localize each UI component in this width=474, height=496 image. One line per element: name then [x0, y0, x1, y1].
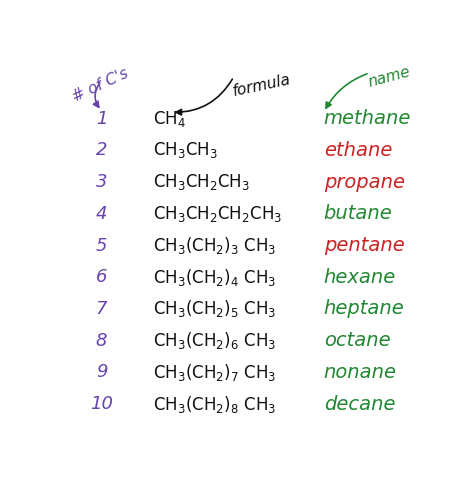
Text: CH$_3$CH$_3$: CH$_3$CH$_3$ — [153, 140, 218, 160]
Text: formula: formula — [232, 72, 293, 99]
Text: nonane: nonane — [324, 363, 397, 382]
Text: hexane: hexane — [324, 268, 396, 287]
Text: 1: 1 — [96, 110, 107, 127]
Text: 4: 4 — [96, 205, 107, 223]
Text: methane: methane — [324, 109, 411, 128]
Text: 8: 8 — [96, 332, 107, 350]
Text: name: name — [366, 64, 411, 90]
Text: heptane: heptane — [324, 300, 404, 318]
Text: butane: butane — [324, 204, 392, 223]
Text: ethane: ethane — [324, 141, 392, 160]
Text: CH$_3$(CH$_2$)$_6$ CH$_3$: CH$_3$(CH$_2$)$_6$ CH$_3$ — [153, 330, 276, 351]
Text: 9: 9 — [96, 363, 107, 381]
Text: 3: 3 — [96, 173, 107, 191]
Text: propane: propane — [324, 173, 405, 191]
Text: 5: 5 — [96, 237, 107, 254]
Text: 7: 7 — [96, 300, 107, 318]
Text: 2: 2 — [96, 141, 107, 159]
Text: CH$_3$(CH$_2$)$_3$ CH$_3$: CH$_3$(CH$_2$)$_3$ CH$_3$ — [153, 235, 276, 256]
Text: # of C's: # of C's — [70, 65, 131, 104]
Text: 6: 6 — [96, 268, 107, 286]
Text: CH$_3$(CH$_2$)$_4$ CH$_3$: CH$_3$(CH$_2$)$_4$ CH$_3$ — [153, 267, 276, 288]
Text: 10: 10 — [90, 395, 113, 413]
Text: CH$_3$CH$_2$CH$_2$CH$_3$: CH$_3$CH$_2$CH$_2$CH$_3$ — [153, 204, 282, 224]
Text: CH$_3$(CH$_2$)$_8$ CH$_3$: CH$_3$(CH$_2$)$_8$ CH$_3$ — [153, 393, 276, 415]
Text: CH$_3$(CH$_2$)$_5$ CH$_3$: CH$_3$(CH$_2$)$_5$ CH$_3$ — [153, 299, 276, 319]
Text: CH$_3$CH$_2$CH$_3$: CH$_3$CH$_2$CH$_3$ — [153, 172, 250, 192]
Text: CH$_4$: CH$_4$ — [153, 109, 186, 129]
Text: CH$_3$(CH$_2$)$_7$ CH$_3$: CH$_3$(CH$_2$)$_7$ CH$_3$ — [153, 362, 276, 383]
Text: octane: octane — [324, 331, 391, 350]
Text: decane: decane — [324, 394, 395, 414]
Text: pentane: pentane — [324, 236, 404, 255]
